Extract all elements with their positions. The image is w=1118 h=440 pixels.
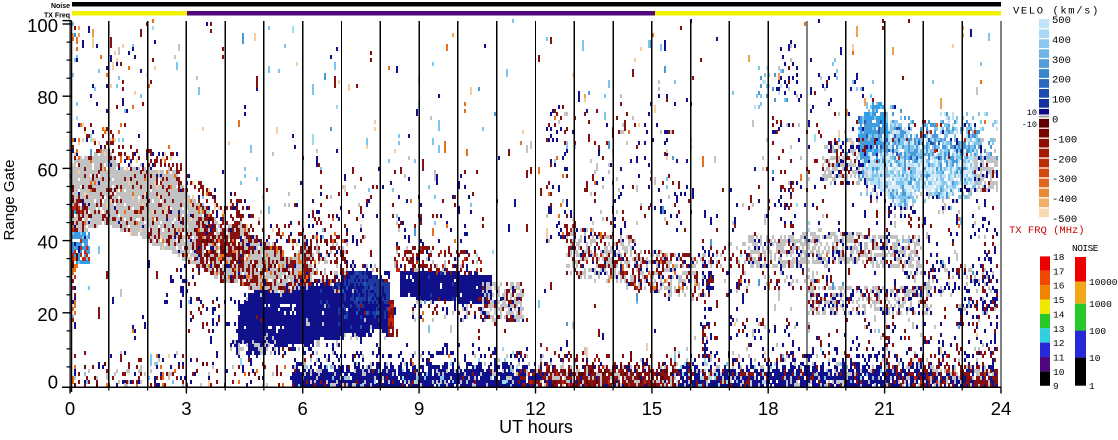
svg-text:0: 0 [48, 372, 58, 393]
svg-text:18: 18 [1053, 252, 1065, 263]
svg-text:-300: -300 [1052, 174, 1077, 186]
svg-text:-100: -100 [1052, 134, 1077, 146]
svg-text:9: 9 [414, 398, 424, 419]
svg-text:10: 10 [1027, 108, 1037, 118]
svg-text:TX Freq: TX Freq [44, 13, 70, 20]
svg-text:-200: -200 [1052, 154, 1077, 166]
svg-text:UT hours: UT hours [499, 417, 573, 435]
svg-text:-500: -500 [1052, 214, 1077, 226]
svg-text:60: 60 [37, 159, 58, 180]
svg-text:6: 6 [298, 398, 308, 419]
svg-text:100: 100 [1052, 95, 1071, 107]
svg-text:18: 18 [758, 398, 779, 419]
svg-text:Noise: Noise [51, 3, 70, 10]
svg-text:15: 15 [1053, 295, 1065, 306]
svg-text:200: 200 [1052, 75, 1071, 87]
svg-text:TX FRQ (MHz): TX FRQ (MHz) [1009, 225, 1085, 237]
svg-text:-400: -400 [1052, 194, 1077, 206]
svg-text:16: 16 [1053, 281, 1065, 292]
svg-text:15: 15 [642, 398, 663, 419]
svg-text:11: 11 [1053, 353, 1065, 364]
svg-text:14: 14 [1053, 309, 1065, 320]
svg-text:0: 0 [1052, 115, 1058, 127]
svg-text:10000: 10000 [1089, 277, 1118, 288]
svg-text:400: 400 [1052, 35, 1071, 47]
svg-text:1000: 1000 [1089, 299, 1112, 310]
svg-text:12: 12 [1053, 338, 1065, 349]
svg-text:NOISE: NOISE [1072, 243, 1099, 254]
svg-text:40: 40 [37, 232, 58, 253]
svg-text:VELO (km/s): VELO (km/s) [1013, 6, 1100, 18]
svg-text:24: 24 [991, 398, 1012, 419]
svg-text:21: 21 [874, 398, 895, 419]
svg-text:0: 0 [65, 398, 75, 419]
svg-text:500: 500 [1052, 15, 1071, 27]
svg-text:1: 1 [1089, 381, 1095, 392]
svg-text:80: 80 [37, 87, 58, 108]
svg-text:20: 20 [37, 304, 58, 325]
svg-text:300: 300 [1052, 55, 1071, 67]
svg-text:Range Gate: Range Gate [1, 160, 18, 241]
svg-text:12: 12 [525, 398, 546, 419]
svg-text:100: 100 [27, 15, 58, 36]
svg-text:100: 100 [1089, 326, 1106, 337]
svg-text:13: 13 [1053, 324, 1065, 335]
svg-text:17: 17 [1053, 266, 1064, 277]
svg-text:3: 3 [181, 398, 191, 419]
svg-text:10: 10 [1089, 353, 1101, 364]
svg-text:-10: -10 [1022, 120, 1037, 130]
svg-text:9: 9 [1053, 381, 1059, 392]
svg-text:10: 10 [1053, 367, 1065, 378]
